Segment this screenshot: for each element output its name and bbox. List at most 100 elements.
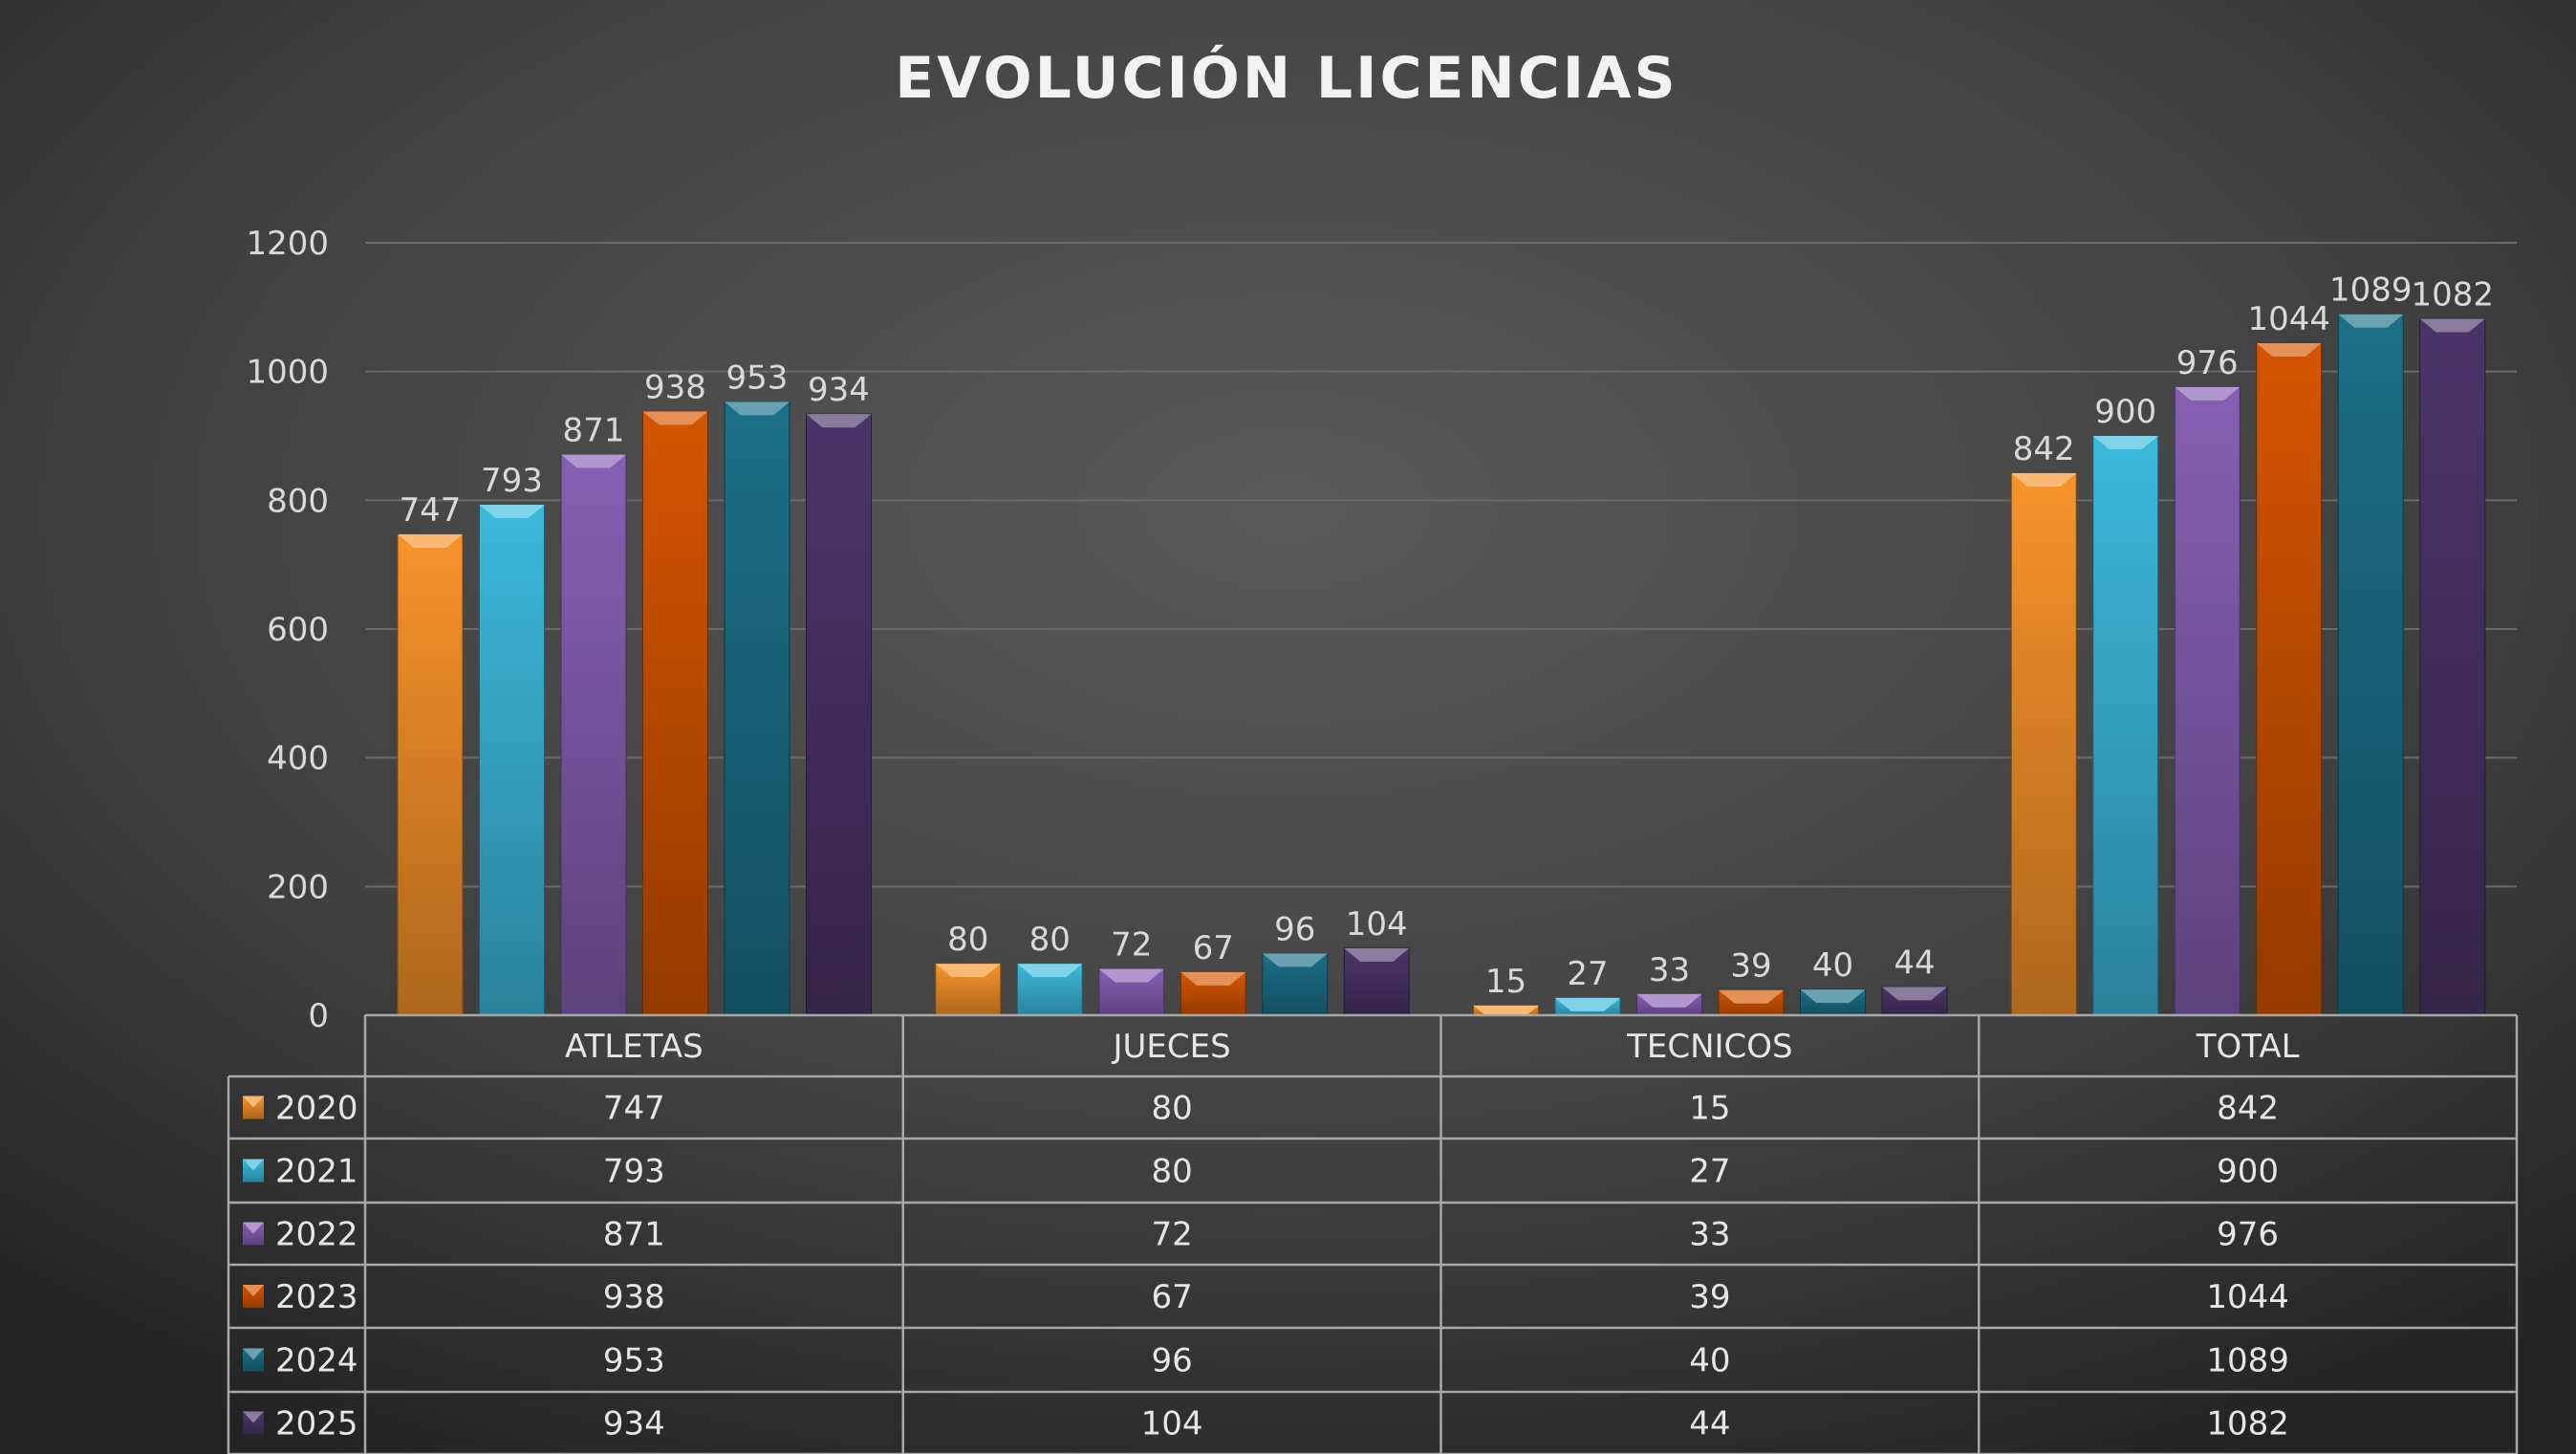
- data-label: 96: [1274, 910, 1315, 948]
- data-label: 39: [1730, 947, 1771, 986]
- table-cell: 793: [603, 1153, 665, 1191]
- legend-label: 2025: [275, 1405, 358, 1443]
- bar-2022-atletas: [560, 454, 627, 1016]
- bar: [2337, 314, 2404, 1016]
- bar-2022-jueces: [1098, 968, 1165, 1016]
- bar-bevel: [2256, 343, 2322, 358]
- bar-2021-tecnicos: [1554, 997, 1621, 1016]
- data-label: 938: [644, 368, 706, 406]
- y-tick-label: 600: [267, 611, 329, 649]
- legend-key-bevel: [243, 1222, 264, 1234]
- table-cell: 40: [1689, 1342, 1730, 1380]
- bar: [479, 504, 545, 1016]
- bar-bevel: [1636, 993, 1702, 1008]
- bar: [2092, 435, 2159, 1016]
- data-label: 44: [1894, 944, 1935, 982]
- data-label: 1044: [2247, 300, 2330, 338]
- bar: [2174, 386, 2240, 1016]
- table-cell: 938: [603, 1278, 665, 1316]
- legend-label: 2023: [275, 1278, 358, 1316]
- bar: [397, 533, 464, 1016]
- data-label: 842: [2013, 430, 2075, 468]
- bar: [2256, 342, 2323, 1016]
- data-label: 80: [1029, 921, 1071, 959]
- bar-2025-total: [2419, 317, 2486, 1016]
- data-label: 1089: [2329, 271, 2413, 310]
- bar-bevel: [806, 414, 872, 428]
- bar-2025-atletas: [806, 413, 872, 1016]
- bar-2023-atletas: [642, 410, 708, 1016]
- y-tick-label: 0: [308, 997, 329, 1035]
- legend-key-bevel: [243, 1348, 264, 1360]
- bar-bevel: [2338, 314, 2404, 328]
- data-label: 900: [2094, 393, 2156, 431]
- data-label: 33: [1649, 951, 1690, 989]
- table-cell: 104: [1141, 1405, 1203, 1443]
- data-label: 747: [400, 491, 462, 530]
- bar: [642, 410, 708, 1016]
- data-label: 976: [2176, 344, 2239, 382]
- bar-bevel: [1017, 964, 1083, 978]
- data-label: 15: [1485, 963, 1526, 1001]
- table-cell: 80: [1151, 1090, 1192, 1128]
- table-cell: 934: [603, 1405, 665, 1443]
- bar-2024-tecnicos: [1800, 988, 1866, 1016]
- bar: [2010, 472, 2077, 1016]
- table-cell: 842: [2217, 1090, 2279, 1128]
- table-cell: 27: [1689, 1153, 1730, 1191]
- bar-2021-jueces: [1016, 963, 1083, 1016]
- table-cell: 72: [1151, 1216, 1192, 1254]
- bar: [724, 401, 790, 1016]
- legend-label: 2022: [275, 1216, 358, 1254]
- bar-2022-total: [2174, 386, 2240, 1016]
- bar-bevel: [2175, 386, 2240, 401]
- bar-2020-jueces: [935, 963, 1002, 1016]
- table-cell: 1044: [2206, 1278, 2289, 1316]
- table-cell: 871: [603, 1216, 665, 1254]
- bar-bevel: [1098, 968, 1164, 983]
- y-tick-label: 1000: [246, 354, 329, 392]
- table-cell: 953: [603, 1342, 665, 1380]
- data-label: 104: [1346, 905, 1408, 944]
- data-label: 27: [1567, 955, 1608, 993]
- table-cell: 44: [1689, 1405, 1730, 1443]
- data-label: 1082: [2411, 275, 2494, 314]
- bar-bevel: [398, 534, 463, 549]
- bar-2025-jueces: [1343, 947, 1410, 1016]
- bar: [560, 454, 627, 1016]
- bar-bevel: [1800, 989, 1866, 1004]
- table-cell: 976: [2217, 1216, 2279, 1254]
- bar-2020-total: [2010, 472, 2077, 1016]
- bar-bevel: [1180, 971, 1246, 986]
- table-header-jueces: JUECES: [1112, 1028, 1231, 1066]
- bar-bevel: [1262, 953, 1328, 967]
- bar-bevel: [2092, 436, 2158, 449]
- bar-2020-atletas: [397, 533, 464, 1016]
- y-tick-label: 200: [267, 868, 329, 906]
- table-cell: 67: [1151, 1278, 1192, 1316]
- legend-key-bevel: [243, 1096, 264, 1108]
- table-cell: 39: [1689, 1278, 1730, 1316]
- data-label: 953: [726, 358, 789, 397]
- legend-key-bevel: [243, 1159, 264, 1171]
- bar: [2419, 317, 2486, 1016]
- bar-bevel: [1473, 1005, 1539, 1015]
- y-tick-label: 400: [267, 740, 329, 778]
- legend-label: 2021: [275, 1153, 358, 1191]
- data-label: 871: [563, 412, 625, 450]
- table-header-tecnicos: TECNICOS: [1626, 1028, 1793, 1066]
- data-label: 793: [481, 462, 543, 500]
- bar-bevel: [2419, 318, 2485, 333]
- chart-title: EVOLUCIÓN LICENCIAS: [895, 44, 1678, 112]
- bar-2023-jueces: [1180, 971, 1246, 1016]
- bar-bevel: [642, 411, 708, 425]
- legend-key-bevel: [243, 1411, 264, 1423]
- bar-bevel: [1719, 989, 1784, 1004]
- table-cell: 1089: [2206, 1342, 2289, 1380]
- bar-2023-total: [2256, 342, 2323, 1016]
- bar-2025-tecnicos: [1881, 986, 1948, 1016]
- bar-2021-atletas: [479, 504, 545, 1016]
- table-cell: 15: [1689, 1090, 1730, 1128]
- bar-2020-tecnicos: [1473, 1005, 1539, 1016]
